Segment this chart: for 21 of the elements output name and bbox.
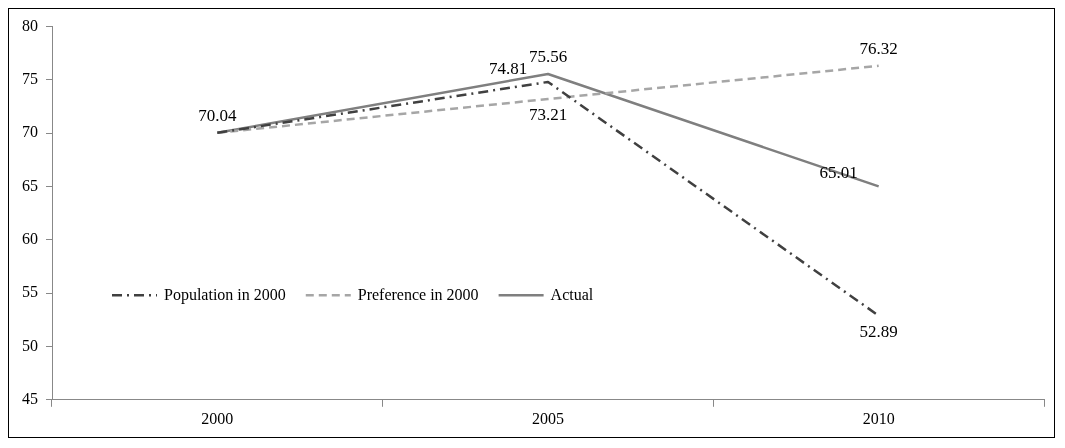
x-tick-label: 2000 xyxy=(201,409,234,427)
y-tick-label: 60 xyxy=(22,230,38,248)
y-tick-label: 70 xyxy=(22,123,38,141)
x-tick-label: 2005 xyxy=(532,409,564,427)
data-label: 52.89 xyxy=(859,321,898,341)
legend-label: Actual xyxy=(550,285,594,303)
y-tick-label: 55 xyxy=(22,283,38,301)
x-tick-label: 2010 xyxy=(862,409,895,427)
data-label: 76.32 xyxy=(859,38,898,58)
data-label: 65.01 xyxy=(819,163,858,183)
y-tick-label: 50 xyxy=(22,336,38,354)
y-tick-label: 65 xyxy=(22,176,38,194)
y-tick-label: 75 xyxy=(22,70,38,88)
y-tick-label: 45 xyxy=(22,390,38,407)
legend-label: Population in 2000 xyxy=(164,285,286,304)
data-label: 70.04 xyxy=(198,105,237,125)
data-label: 75.56 xyxy=(528,46,568,66)
data-label: 74.81 xyxy=(488,58,528,78)
legend-label: Preference in 2000 xyxy=(357,285,479,303)
data-label: 73.21 xyxy=(528,104,568,124)
y-tick-label: 80 xyxy=(22,16,38,34)
